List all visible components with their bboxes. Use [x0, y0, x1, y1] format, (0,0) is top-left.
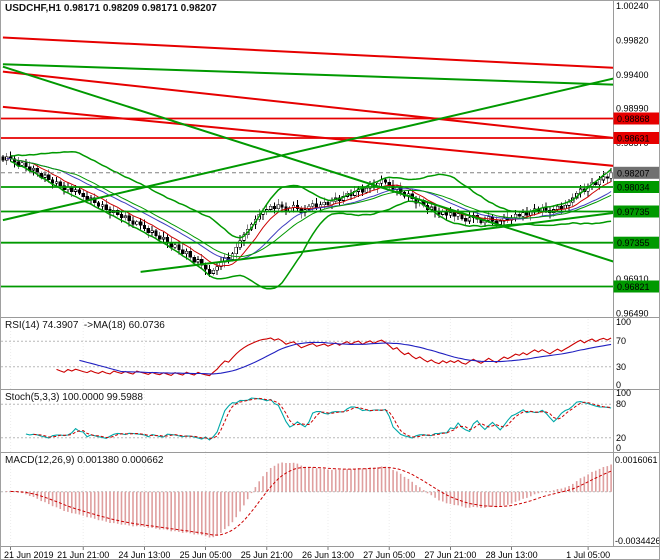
price-axis-label: 0.99820: [616, 35, 649, 45]
moving-averages-layer: [6, 158, 612, 267]
rsi-axis-label: 100: [616, 317, 631, 327]
svg-text:0.96821: 0.96821: [617, 282, 650, 292]
rsi-panel[interactable]: [1, 337, 613, 377]
svg-text:0.97735: 0.97735: [617, 207, 650, 217]
main-price-panel[interactable]: [1, 36, 615, 290]
price-axis[interactable]: 1.002400.998200.994000.989900.985700.969…: [613, 1, 660, 319]
candles-layer: [1, 151, 613, 278]
price-axis-label: 1.00240: [616, 1, 649, 11]
time-axis-label: 24 Jun 13:00: [118, 550, 170, 560]
rsi-axis-label: 0: [616, 380, 621, 390]
stoch-axis-label: 0: [616, 443, 621, 453]
support-price-badge: 0.98034: [613, 181, 659, 193]
time-axis-label: 21 Jun 21:00: [57, 550, 109, 560]
macd-axis-label-bottom: -0.0034426: [615, 536, 660, 546]
price-axis-label: 0.96490: [616, 309, 649, 319]
rsi-axis-label: 70: [616, 336, 626, 346]
time-axis[interactable]: 21 Jun 2019 21 Jun 21:00 24 Jun 13:00 25 Ju…: [4, 547, 610, 560]
resistance-price-badge: 0.98631: [613, 132, 659, 144]
stoch-axis-label: 80: [616, 399, 626, 409]
time-axis-label: 21 Jun 2019: [4, 550, 54, 560]
current-price-badge: 0.98207: [613, 166, 659, 179]
support-price-badge: 0.96821: [613, 280, 659, 293]
support-price-badge: 0.97355: [613, 236, 659, 249]
svg-text:0.97355: 0.97355: [617, 238, 650, 248]
time-axis-label: 27 Jun 05:00: [363, 550, 415, 560]
stoch-axis-label: 100: [616, 388, 631, 398]
time-axis-label: 25 Jun 05:00: [180, 550, 232, 560]
time-axis-label: 1 Jul 05:00: [566, 550, 610, 560]
resistance-price-badge: 0.98868: [613, 112, 659, 125]
panel-separators: [1, 1, 659, 547]
svg-text:0.98631: 0.98631: [617, 134, 650, 144]
macd-panel[interactable]: [1, 462, 613, 538]
stoch-axis-label: 20: [616, 433, 626, 443]
time-axis-label: 26 Jun 13:00: [302, 550, 354, 560]
stochastic-panel[interactable]: [1, 397, 613, 441]
time-axis-label: 27 Jun 21:00: [424, 550, 476, 560]
rsi-axis-label: 30: [616, 362, 626, 372]
panel-gridlines: [10, 319, 589, 546]
support-price-badge: 0.97735: [613, 205, 659, 218]
svg-text:0.98868: 0.98868: [617, 114, 650, 124]
price-axis-label: 0.99400: [616, 70, 649, 80]
time-axis-label: 28 Jun 13:00: [486, 550, 538, 560]
price-axis-label: 0.96910: [616, 274, 649, 284]
trendlines-layer[interactable]: [2, 36, 615, 273]
price-axis-label: 0.98990: [616, 104, 649, 114]
svg-text:0.98034: 0.98034: [617, 183, 650, 193]
macd-axis-label-top: 0.0016061: [615, 455, 658, 465]
svg-text:0.98207: 0.98207: [617, 168, 650, 178]
price-levels-layer[interactable]: [1, 117, 613, 288]
time-axis-label: 25 Jun 21:00: [241, 550, 293, 560]
